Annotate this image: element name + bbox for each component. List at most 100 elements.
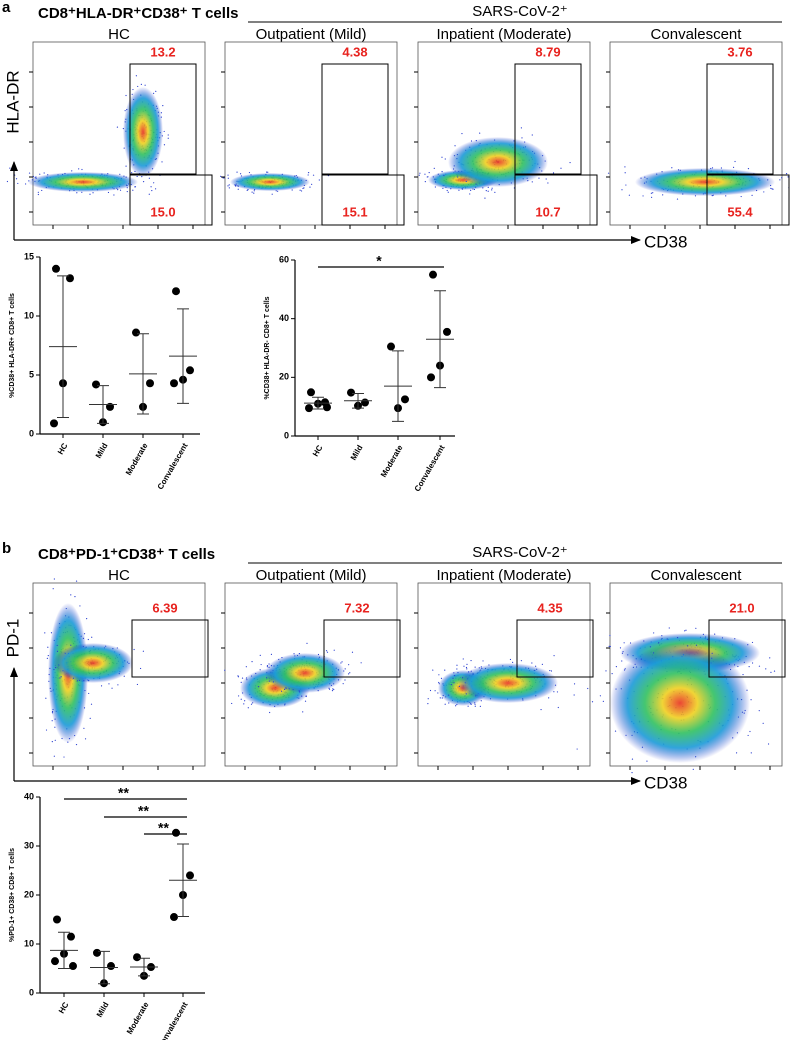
event-dot bbox=[550, 670, 553, 672]
gate bbox=[321, 63, 389, 175]
density-core bbox=[610, 643, 750, 763]
event-dot bbox=[108, 683, 110, 685]
event-dot bbox=[769, 657, 771, 659]
event-dot bbox=[220, 175, 222, 177]
sd-bar bbox=[434, 290, 446, 389]
density-core bbox=[458, 663, 558, 703]
panel-title: CD8⁺PD-1⁺CD38⁺ T cells bbox=[38, 546, 215, 563]
event-dot bbox=[251, 191, 253, 193]
plot-frame bbox=[224, 41, 398, 226]
event-dot bbox=[454, 145, 456, 147]
event-dot bbox=[24, 183, 27, 185]
event-dot bbox=[447, 191, 449, 193]
event-dot bbox=[344, 668, 346, 670]
y-tick-label: 20 bbox=[24, 889, 34, 899]
event-dot bbox=[28, 172, 31, 174]
event-dot bbox=[619, 647, 622, 649]
event-dot bbox=[531, 181, 533, 183]
density bbox=[44, 578, 144, 758]
data-point bbox=[305, 404, 313, 413]
event-dot bbox=[267, 171, 269, 173]
event-dot bbox=[787, 176, 789, 178]
event-dot bbox=[56, 644, 58, 647]
gate-value: 3.76 bbox=[727, 44, 752, 59]
event-dot bbox=[434, 690, 436, 692]
gate bbox=[129, 63, 197, 175]
event-dot bbox=[266, 171, 268, 173]
y-tick-label: 40 bbox=[24, 791, 34, 801]
event-dot bbox=[540, 708, 542, 711]
event-dot bbox=[666, 638, 668, 640]
event-dot bbox=[306, 642, 308, 644]
event-dot bbox=[86, 618, 88, 620]
event-dot bbox=[549, 669, 551, 672]
event-dot bbox=[531, 134, 533, 136]
event-dot bbox=[307, 172, 310, 174]
event-dot bbox=[333, 649, 335, 651]
event-dot bbox=[82, 637, 85, 639]
plot-frame bbox=[32, 41, 206, 226]
event-dot bbox=[303, 187, 305, 189]
event-dot bbox=[148, 193, 150, 195]
plot-frame bbox=[417, 41, 591, 226]
event-dot bbox=[649, 646, 652, 648]
event-dot bbox=[348, 664, 350, 666]
gate-value: 8.79 bbox=[535, 44, 560, 59]
density-core bbox=[448, 137, 548, 187]
event-dot bbox=[509, 658, 512, 661]
event-dot bbox=[148, 177, 150, 179]
event-dot bbox=[541, 663, 543, 665]
event-dot bbox=[88, 692, 90, 695]
event-dot bbox=[53, 668, 55, 671]
event-dot bbox=[763, 191, 765, 193]
event-dot bbox=[123, 175, 125, 177]
event-dot bbox=[751, 641, 754, 644]
y-tick-label: 0 bbox=[284, 430, 289, 440]
event-dot bbox=[479, 132, 481, 134]
event-dot bbox=[91, 636, 93, 638]
y-tick-label: 60 bbox=[279, 254, 289, 264]
event-dot bbox=[692, 768, 694, 770]
event-dot bbox=[624, 172, 626, 174]
event-dot bbox=[631, 772, 633, 774]
event-dot bbox=[325, 650, 328, 652]
event-dot bbox=[779, 179, 781, 181]
density-core bbox=[28, 172, 138, 192]
event-dot bbox=[453, 674, 455, 677]
data-point bbox=[170, 379, 178, 388]
event-dot bbox=[611, 673, 613, 675]
event-dot bbox=[624, 166, 626, 168]
event-dot bbox=[438, 674, 440, 676]
data-point bbox=[52, 264, 60, 273]
event-dot bbox=[520, 660, 523, 662]
y-axis-label: %CD38+ HLA-DR- CD8+ T cells bbox=[264, 296, 271, 399]
event-dot bbox=[132, 189, 134, 191]
event-dot bbox=[54, 726, 56, 728]
event-dot bbox=[720, 167, 723, 169]
event-dot bbox=[658, 642, 660, 644]
event-dot bbox=[37, 191, 39, 193]
event-dot bbox=[39, 173, 41, 175]
event-dot bbox=[51, 720, 53, 722]
event-dot bbox=[351, 651, 354, 653]
event-dot bbox=[163, 130, 165, 133]
event-dot bbox=[427, 702, 429, 705]
event-dot bbox=[557, 706, 559, 709]
y-tick-label: 30 bbox=[24, 840, 34, 850]
event-dot bbox=[59, 677, 61, 679]
event-dot bbox=[671, 167, 673, 169]
event-dot bbox=[706, 638, 709, 640]
event-dot bbox=[260, 663, 262, 666]
data-point bbox=[53, 915, 61, 924]
event-dot bbox=[154, 188, 157, 190]
y-marker: HLA-DR bbox=[3, 70, 22, 133]
event-dot bbox=[747, 168, 750, 170]
event-dot bbox=[277, 190, 279, 192]
event-dot bbox=[750, 699, 752, 701]
gate bbox=[706, 63, 774, 175]
gate-value: 4.35 bbox=[537, 600, 562, 615]
event-dot bbox=[131, 172, 133, 174]
plot-title: HC bbox=[108, 567, 130, 584]
event-dot bbox=[560, 167, 562, 169]
gate-value: 10.7 bbox=[535, 204, 560, 219]
